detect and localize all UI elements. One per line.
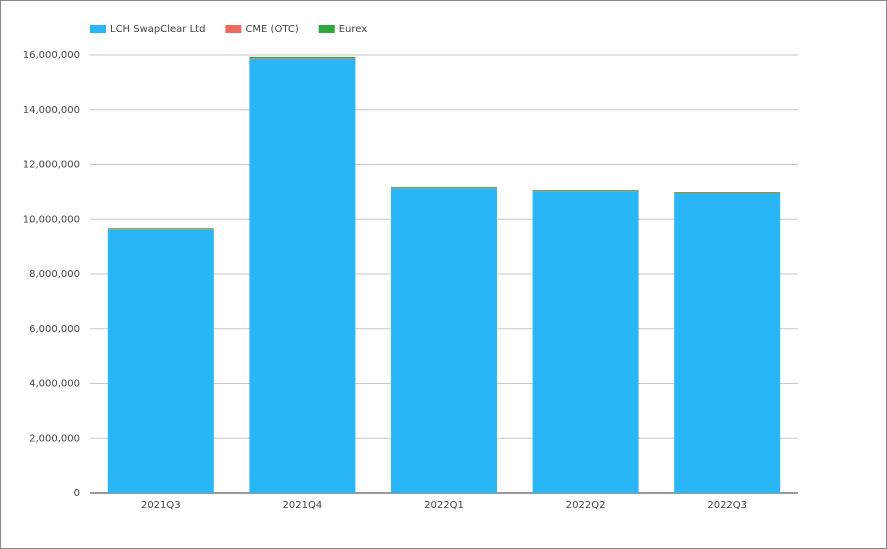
bar-segment <box>107 228 214 230</box>
bar-segment <box>674 192 781 194</box>
legend-label[interactable]: CME (OTC) <box>245 24 298 35</box>
y-tick-label: 14,000,000 <box>23 105 80 116</box>
bar-segment <box>674 192 781 193</box>
bar-segment <box>391 188 497 493</box>
y-tick-label: 16,000,000 <box>23 50 80 61</box>
legend-label[interactable]: LCH SwapClear Ltd <box>110 24 205 35</box>
x-tick-label: 2021Q3 <box>141 500 181 511</box>
y-tick-label: 2,000,000 <box>29 433 80 444</box>
bar-segment <box>532 189 639 191</box>
y-tick-label: 0 <box>74 488 80 499</box>
x-tick-label: 2022Q2 <box>566 500 606 511</box>
bar-segment <box>107 229 214 493</box>
bar-segment <box>532 191 639 493</box>
bar-segment <box>391 187 497 189</box>
bar-segment <box>249 58 356 494</box>
legend-label[interactable]: Eurex <box>339 24 368 35</box>
y-tick-label: 12,000,000 <box>23 160 80 171</box>
bar-segment <box>391 186 497 188</box>
bar-segment <box>532 190 639 192</box>
bar-segment <box>249 56 356 59</box>
y-tick-label: 8,000,000 <box>29 269 80 280</box>
bar-segment <box>107 229 214 230</box>
legend-swatch[interactable] <box>225 25 242 33</box>
legend-swatch[interactable] <box>318 25 335 33</box>
bar-segment <box>674 193 781 493</box>
x-tick-label: 2022Q1 <box>424 500 464 511</box>
y-tick-label: 10,000,000 <box>23 214 80 225</box>
legend-swatch[interactable] <box>90 25 106 33</box>
y-tick-label: 4,000,000 <box>29 379 80 390</box>
x-tick-label: 2021Q4 <box>283 500 323 511</box>
x-tick-label: 2022Q3 <box>707 500 747 511</box>
y-tick-label: 6,000,000 <box>29 324 80 335</box>
bar-segment <box>249 58 356 59</box>
